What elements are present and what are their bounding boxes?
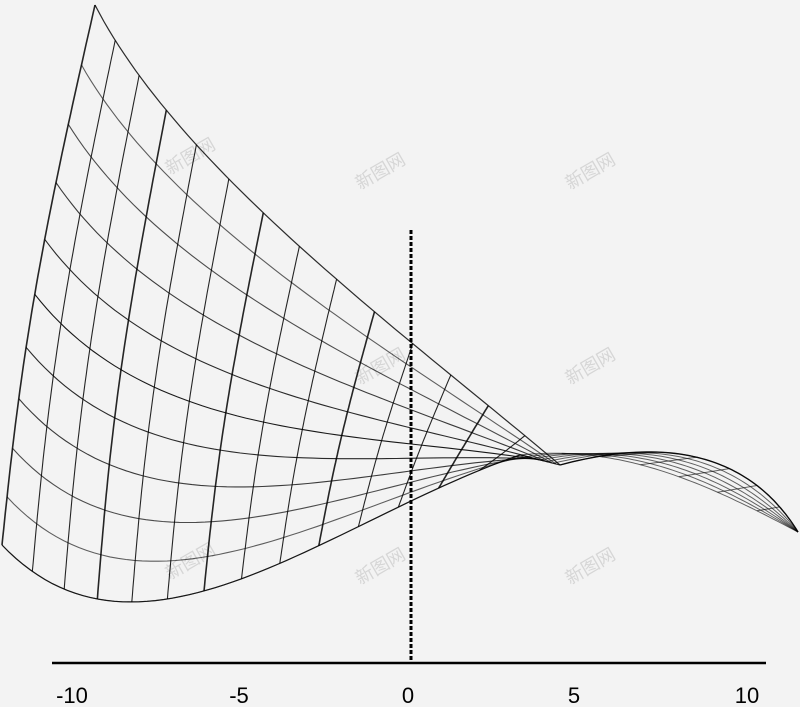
mesh-tip-line: [546, 452, 799, 533]
mesh-column-line: [318, 311, 376, 546]
mesh-column-line: [31, 40, 116, 572]
watermark-text: 新图网: [352, 344, 409, 389]
x-tick-label: 0: [402, 683, 414, 707]
mesh-column-line: [240, 246, 300, 579]
mesh-column-line: [437, 405, 489, 489]
mesh-column-line: [397, 374, 452, 508]
mesh-tip-line: [640, 456, 697, 466]
mesh-right-edge: [559, 451, 799, 533]
mesh-tip-line: [717, 485, 757, 493]
mesh-column-line: [96, 110, 168, 600]
x-tick-label: -5: [229, 683, 249, 707]
watermark-text: 新图网: [562, 544, 619, 589]
mesh-column-line: [357, 343, 414, 527]
mesh-column-line: [279, 279, 338, 564]
watermark-text: 新图网: [562, 149, 619, 194]
watermark-layer: 新图网 新图网 新图网 新图网 新图网 新图网 新图网 新图网: [162, 134, 619, 589]
mesh-column-line: [166, 178, 230, 600]
mesh-tip-line: [553, 452, 799, 533]
mesh-row-line: [25, 346, 537, 460]
mesh-tip-line: [561, 452, 613, 455]
mesh-back-edge: [94, 4, 561, 466]
mesh-row-line: [12, 447, 529, 524]
watermark-text: 新图网: [562, 344, 619, 389]
mesh-tip-line: [678, 468, 730, 478]
x-tick-label: -10: [56, 683, 88, 707]
mesh-row-line: [94, 4, 561, 466]
mesh-column-line: [478, 435, 526, 471]
watermark-text: 新图网: [352, 544, 409, 589]
mesh-column-line: [63, 75, 140, 590]
mesh-tip-line: [601, 451, 658, 458]
x-tick-label: 5: [568, 683, 580, 707]
mesh-tip-line: [526, 453, 799, 533]
watermark-text: 新图网: [352, 149, 409, 194]
mesh-row-line: [55, 182, 549, 463]
x-axis-tick-labels: -10 -5 0 5 10: [56, 683, 759, 707]
mesh-row-line: [6, 455, 525, 562]
mesh-row-line: [1, 454, 521, 603]
mesh-front-edge: [1, 454, 521, 603]
mesh-row-line: [34, 293, 541, 461]
mesh-column-line: [131, 144, 197, 602]
mesh-tip-line: [756, 506, 780, 512]
wireframe-mesh: [1, 4, 799, 603]
mesh-column-line: [203, 212, 265, 591]
x-tick-label: 10: [735, 683, 759, 707]
mesh-column-line: [1, 4, 96, 546]
